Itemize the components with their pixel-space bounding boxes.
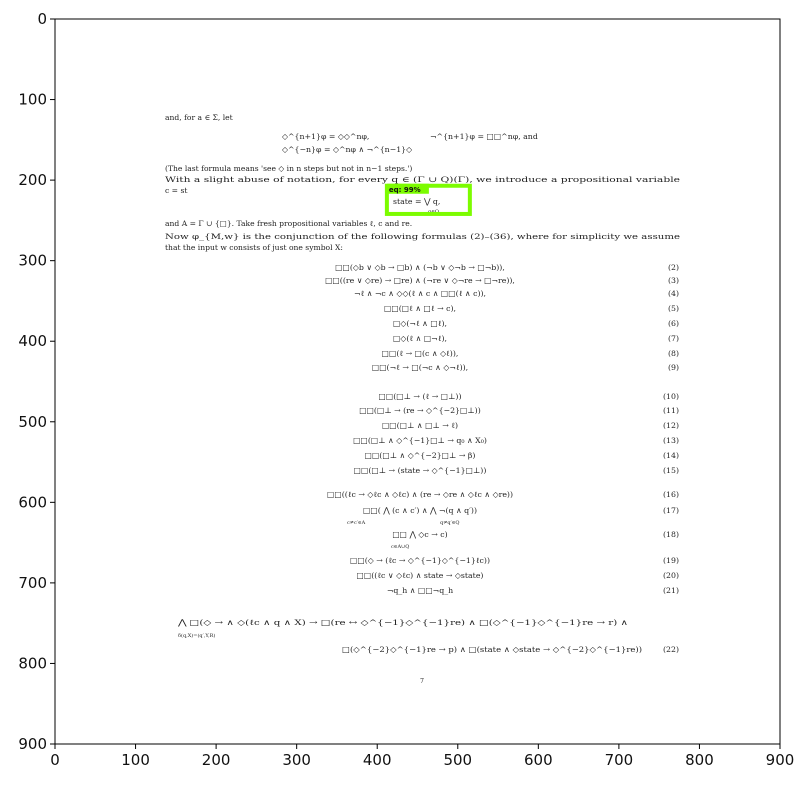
equation-number: (14) (663, 451, 679, 460)
x-tick-label: 800 (685, 751, 714, 769)
equation-number: (21) (663, 586, 679, 595)
equation: □□((re ∨ ◇re) → □re) ∧ (¬re ∨ ◇¬re → □¬r… (325, 276, 515, 285)
equation: □□(□⊥ → (ℓ → □⊥)) (378, 392, 461, 401)
equation-number: (13) (663, 436, 679, 445)
x-tick-label: 0 (50, 751, 60, 769)
prose-line: and, for a ∈ Σ, let (165, 113, 233, 122)
equation: ¬q_h ∧ □□¬q_h (387, 586, 453, 595)
equation-subscript: q≠q′∈Q (440, 520, 460, 526)
equation: □□(□⊥ ∧ ◇^{−1}□⊥ → q₀ ∧ X₀) (353, 436, 487, 445)
inline-def: ◇^{n+1}φ = ◇◇^nφ, (282, 132, 369, 141)
equation-number: (2) (668, 263, 679, 272)
plot-area (55, 19, 780, 744)
inline-def: ◇^{−n}φ = ◇^nφ ∧ ¬^{n−1}◇ (282, 145, 412, 154)
equation: ¬ℓ ∧ ¬c ∧ ◇◇(ℓ ∧ c ∧ □□(ℓ ∧ c)), (354, 289, 486, 298)
equation-number: (16) (663, 490, 679, 499)
equation: □□(□⊥ ∧ ◇^{−2}□⊥ → β) (365, 451, 476, 460)
equation: □□(¬ℓ → □(¬c ∧ ◇¬ℓ)), (372, 363, 468, 372)
equation-number: (17) (663, 506, 679, 515)
equation: □□(◇ → (ℓc → ◇^{−1}◇^{−1}ℓc)) (350, 556, 490, 565)
prose-line: (The last formula means 'see ◇ in n step… (165, 164, 412, 173)
equation: □□(ℓ → □(c ∧ ◇ℓ)), (382, 349, 459, 358)
equation: □◇(¬ℓ ∧ □ℓ), (393, 319, 447, 328)
equation: □□(□ℓ ∧ □ℓ → c), (384, 304, 456, 313)
y-tick-label: 100 (18, 91, 47, 109)
y-tick-label: 900 (18, 735, 47, 753)
equation-number: (6) (668, 319, 679, 328)
detection-overlay: eq: 99% (384, 183, 472, 216)
detected-equation: state = ⋁ q, (393, 197, 440, 206)
equation-number: (4) (668, 289, 679, 298)
axes-frame (54, 18, 781, 745)
y-tick-label: 400 (18, 332, 47, 350)
x-tick-label: 900 (766, 751, 795, 769)
y-tick-label: 200 (18, 171, 47, 189)
prose-line: With a slight abuse of notation, for eve… (165, 175, 681, 184)
detection-label-background (386, 183, 429, 194)
x-tick-label: 300 (282, 751, 311, 769)
equation: □□((ℓc ∨ ◇ℓc) ∧ state → ◇state) (357, 571, 484, 580)
equation-number: (9) (668, 363, 679, 372)
equation-subscript: c∈A∪Q (391, 544, 409, 550)
equation-subscript: c≠c′∈A (347, 520, 366, 526)
x-axis: 0 100 200 300 400 500 600 700 800 900 (50, 744, 794, 769)
equation-subscript: δ(q,X)=(q′,Y,R) (178, 632, 215, 639)
y-tick-label: 300 (18, 252, 47, 270)
equation: □□ ⋀ ◇c → c) (392, 530, 447, 539)
equation-number: (7) (668, 334, 679, 343)
inline-def: ¬^{n+1}φ = □□^nφ, and (430, 132, 538, 141)
equation-number: (5) (668, 304, 679, 313)
equation: □□((ℓc → ◇ℓc ∧ ◇ℓc) ∧ (re → ◇re ∧ ◇ℓc ∧ … (327, 490, 513, 499)
equation-number: (18) (663, 530, 679, 539)
equation-number: (22) (663, 645, 679, 654)
equation: □◇(ℓ ∧ □¬ℓ), (393, 334, 447, 343)
equation-number: (20) (663, 571, 679, 580)
document-page: and, for a ∈ Σ, let ◇^{n+1}φ = ◇◇^nφ, ¬^… (165, 113, 681, 685)
page-number: 7 (420, 678, 424, 685)
x-tick-label: 200 (202, 751, 231, 769)
x-tick-label: 700 (605, 751, 634, 769)
x-tick-label: 600 (524, 751, 553, 769)
x-tick-label: 500 (443, 751, 472, 769)
equation-number: (15) (663, 466, 679, 475)
equation-number: (10) (663, 392, 679, 401)
equation: □□(□⊥ → (re → ◇^{−2}□⊥)) (359, 406, 481, 415)
y-tick-label: 500 (18, 413, 47, 431)
y-tick-label: 800 (18, 654, 47, 672)
y-tick-label: 0 (37, 10, 47, 28)
y-axis: 0 100 200 300 400 500 600 700 800 900 (18, 10, 55, 753)
equation: □□( ⋀ (c ∧ c′) ∧ ⋀ ¬(q ∧ q′)) (363, 506, 477, 515)
detection-label: eq: 99% (389, 186, 421, 194)
equation-number: (8) (668, 349, 679, 358)
equation-number: (12) (663, 421, 679, 430)
x-tick-label: 400 (363, 751, 392, 769)
prose-line: Now φ_{M,w} is the conjunction of the fo… (165, 232, 681, 241)
equation-number: (19) (663, 556, 679, 565)
y-tick-label: 700 (18, 574, 47, 592)
y-tick-label: 600 (18, 493, 47, 511)
equation: □□(□⊥ → (state → ◇^{−1}□⊥)) (354, 466, 487, 475)
prose-line: that the input w consists of just one sy… (165, 243, 343, 252)
equation-number: (11) (663, 406, 679, 415)
equation-number: (3) (668, 276, 679, 285)
equation: □□(□⊥ ∧ □⊥ → ℓ) (382, 421, 458, 430)
prose-line: c = st (165, 186, 187, 195)
equation: □□(◇b ∨ ◇b → □b) ∧ (¬b ∨ ◇¬b → □¬b)), (335, 263, 505, 272)
equation: □(◇^{−2}◇^{−1}re → p) ∧ □(state ∧ ◇state… (342, 645, 642, 654)
x-tick-label: 100 (121, 751, 150, 769)
equation: ⋀ □(◇ → ∧ ◇(ℓc ∧ q ∧ X) → □(re ↔ ◇^{−1}◇… (177, 618, 628, 627)
equation-list: □□(◇b ∨ ◇b → □b) ∧ (¬b ∨ ◇¬b → □¬b)), (2… (177, 263, 679, 654)
prose-line: and A = Γ ∪ {□}. Take fresh propositiona… (165, 219, 412, 228)
